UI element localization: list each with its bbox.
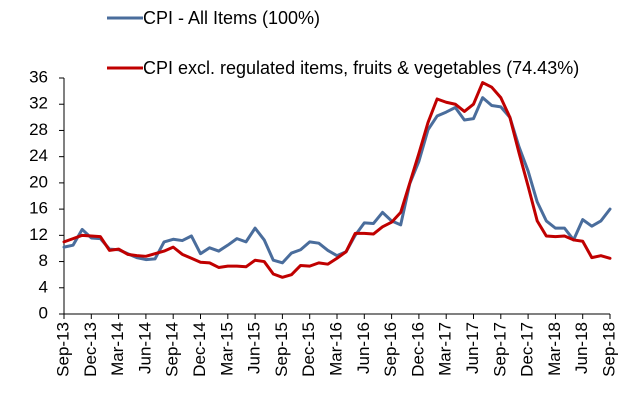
x-tick-label: Dec-13 bbox=[81, 322, 100, 377]
y-tick-label: 28 bbox=[29, 120, 48, 139]
x-tick-label: Mar-16 bbox=[326, 322, 345, 376]
y-tick-label: 4 bbox=[39, 277, 48, 296]
x-tick-label: Sep-15 bbox=[272, 322, 291, 377]
y-tick-label: 20 bbox=[29, 172, 48, 191]
x-tick-label: Dec-15 bbox=[299, 322, 318, 377]
x-tick-label: Jun-18 bbox=[572, 322, 591, 374]
y-tick-label: 24 bbox=[29, 146, 48, 165]
x-tick-label: Sep-16 bbox=[381, 322, 400, 377]
x-tick-label: Sep-17 bbox=[490, 322, 509, 377]
x-tick-label: Mar-17 bbox=[436, 322, 455, 376]
series-line bbox=[62, 81, 612, 279]
y-tick-label: 16 bbox=[29, 199, 48, 218]
legend-label: CPI - All Items (100%) bbox=[143, 8, 321, 28]
x-tick-label: Dec-14 bbox=[190, 322, 209, 377]
y-tick-label: 12 bbox=[29, 225, 48, 244]
x-tick-label: Sep-18 bbox=[599, 322, 618, 377]
y-tick-label: 8 bbox=[39, 251, 48, 270]
x-tick-label: Mar-18 bbox=[545, 322, 564, 376]
x-tick-label: Mar-15 bbox=[217, 322, 236, 376]
x-tick-label: Jun-15 bbox=[245, 322, 264, 374]
y-tick-label: 0 bbox=[39, 303, 48, 322]
legend-label: CPI excl. regulated items, fruits & vege… bbox=[143, 58, 580, 78]
x-tick-label: Sep-14 bbox=[163, 322, 182, 377]
x-tick-label: Jun-17 bbox=[463, 322, 482, 374]
x-tick-label: Dec-17 bbox=[518, 322, 537, 377]
x-tick-label: Jun-16 bbox=[354, 322, 373, 374]
y-tick-label: 36 bbox=[29, 67, 48, 86]
y-tick-label: 32 bbox=[29, 94, 48, 113]
x-tick-label: Sep-13 bbox=[53, 322, 72, 377]
x-tick-label: Jun-14 bbox=[135, 322, 154, 374]
x-tick-label: Mar-14 bbox=[108, 322, 127, 376]
series-line bbox=[62, 96, 612, 265]
x-tick-label: Dec-16 bbox=[408, 322, 427, 377]
